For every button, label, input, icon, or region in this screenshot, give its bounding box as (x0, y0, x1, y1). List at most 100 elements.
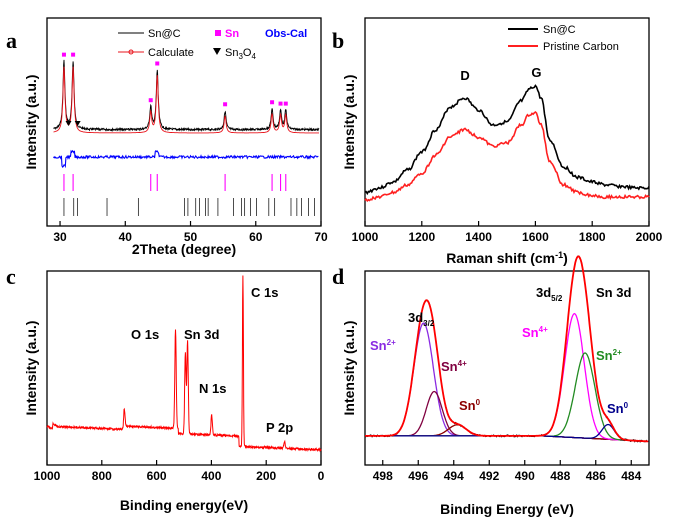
annotation-o1s: O 1s (131, 327, 159, 342)
legend-label-snc: Sn@C (148, 28, 181, 40)
x-tick-label-490: 490 (515, 469, 535, 483)
sn-peak-marker (283, 101, 288, 106)
panel-d-xlabel: Binding Energy (eV) (440, 501, 574, 517)
x-tick-label-40: 40 (119, 230, 133, 244)
panel-a-xrd: 30 40 50 60 70 2Theta (degree) Intensity (a.… (23, 17, 328, 257)
x-tick-label-488: 488 (550, 469, 570, 483)
panel-b-frame (364, 17, 650, 227)
x-tick-label-484: 484 (621, 469, 641, 483)
legend-label-b-pristine: Pristine Carbon (543, 41, 619, 53)
panel-b-raman: 1000 1200 1400 1600 1800 2000 Raman shift (cm… (341, 17, 663, 266)
x-tick-label-2000: 2000 (636, 230, 663, 244)
sn3o4-peak-marker (65, 121, 72, 126)
series-survey (46, 275, 322, 453)
legend-label-sn: Sn (225, 28, 239, 40)
legend-label-b-snc: Sn@C (543, 24, 576, 36)
series-sn-c (53, 59, 320, 133)
annotation-d-sn4plus-a: Sn4+ (441, 359, 467, 374)
annotation-sn3d: Sn 3d (184, 327, 219, 342)
annotation-n1s: N 1s (199, 381, 226, 396)
panel-d-frame (364, 270, 650, 466)
x-tick-label-1000: 1000 (34, 469, 61, 483)
panel-a-ylabel: Intensity (a.u.) (23, 75, 39, 170)
x-tick-label-492: 492 (479, 469, 499, 483)
x-tick-label-70: 70 (314, 230, 328, 244)
panel-a-plot-area (53, 52, 320, 216)
annotation-d-sn0-b: Sn0 (607, 401, 629, 416)
sn-peak-marker (155, 61, 160, 66)
annotation-d-sn4plus-b: Sn4+ (522, 325, 548, 340)
x-tick-label-800: 800 (92, 469, 112, 483)
panel-label-a: a (6, 28, 17, 53)
panel-b-x-ticks: 1000 1200 1400 1600 1800 2000 (352, 221, 663, 244)
annotation-3d32: 3d3/2 (408, 310, 435, 328)
raman-band-D: D (460, 68, 469, 83)
panel-c-plot-area (46, 275, 322, 453)
panel-b-ylabel: Intensity (a.u.) (341, 75, 357, 170)
series-sn-c (364, 84, 650, 196)
legend-label-obscal: Obs-Cal (265, 28, 307, 40)
sn-peak-marker (148, 98, 153, 103)
panel-d-x-ticks: 498 496 494 492 490 488 486 484 (373, 460, 642, 483)
raman-band-G: G (531, 65, 541, 80)
panel-a-frame (46, 17, 322, 227)
panel-d-sn3d: 498 496 494 492 490 488 486 484 Binding Energy … (341, 255, 650, 517)
x-tick-label-494: 494 (444, 469, 464, 483)
annotation-c1s: C 1s (251, 285, 278, 300)
x-tick-label-1600: 1600 (522, 230, 549, 244)
annotation-3d52: 3d5/2 (536, 285, 563, 303)
x-tick-label-1000: 1000 (352, 230, 379, 244)
x-tick-label-1800: 1800 (579, 230, 606, 244)
legend-label-calc: Calculate (148, 47, 194, 59)
panel-a-xlabel: 2Theta (degree) (132, 241, 236, 257)
x-tick-label-486: 486 (586, 469, 606, 483)
x-tick-label-50: 50 (184, 230, 198, 244)
panel-d-plot-area (364, 255, 649, 443)
series-component-3 (365, 312, 649, 443)
panel-c-xlabel: Binding energy(eV) (120, 497, 248, 513)
sn-peak-marker (61, 52, 66, 57)
x-tick-label-498: 498 (373, 469, 393, 483)
legend-marker-sn3o4 (213, 48, 221, 55)
series-pristine-carbon (364, 110, 650, 203)
sn3o4-peak-marker (74, 121, 81, 126)
series-obs-cal (53, 149, 319, 169)
sn-peak-marker (278, 101, 283, 106)
panel-c-frame (46, 270, 322, 466)
panel-label-b: b (332, 28, 344, 53)
x-tick-label-200: 200 (256, 469, 276, 483)
legend-label-sn3o4: Sn3O4 (225, 47, 256, 61)
legend-marker-calc (128, 49, 134, 55)
sn-peak-marker (270, 100, 275, 105)
x-tick-label-30: 30 (53, 230, 67, 244)
annotation-p2p: P 2p (266, 420, 293, 435)
series-envelope (365, 255, 649, 443)
panel-d-ylabel: Intensity (a.u.) (341, 321, 357, 416)
panel-a-x-ticks: 30 40 50 60 70 (53, 221, 328, 244)
x-tick-label-496: 496 (408, 469, 428, 483)
annotation-d-sn0-a: Sn0 (459, 398, 481, 413)
annotation-d-sn2plus-b: Sn2+ (596, 348, 622, 363)
x-tick-label-600: 600 (147, 469, 167, 483)
panel-c-survey: 1000 800 600 400 200 0 Binding energy(eV) Int… (23, 270, 325, 513)
series-calculate (53, 66, 319, 134)
panel-label-c: c (6, 264, 16, 289)
series-component-0 (365, 322, 649, 443)
panel-label-d: d (332, 264, 344, 289)
panel-d-title: Sn 3d (596, 285, 631, 300)
annotation-d-sn2plus-a: Sn2+ (370, 338, 396, 353)
panel-c-x-ticks: 1000 800 600 400 200 0 (34, 460, 325, 483)
sn-peak-marker (223, 102, 228, 107)
x-tick-label-400: 400 (201, 469, 221, 483)
panel-b-xlabel: Raman shift (cm-1) (446, 250, 568, 266)
x-tick-label-0: 0 (318, 469, 325, 483)
x-tick-label-1400: 1400 (465, 230, 492, 244)
legend-marker-sn (215, 30, 221, 36)
series-component-4 (365, 352, 649, 443)
sn-peak-marker (71, 52, 76, 57)
x-tick-label-60: 60 (249, 230, 263, 244)
panel-c-ylabel: Intensity (a.u.) (23, 321, 39, 416)
